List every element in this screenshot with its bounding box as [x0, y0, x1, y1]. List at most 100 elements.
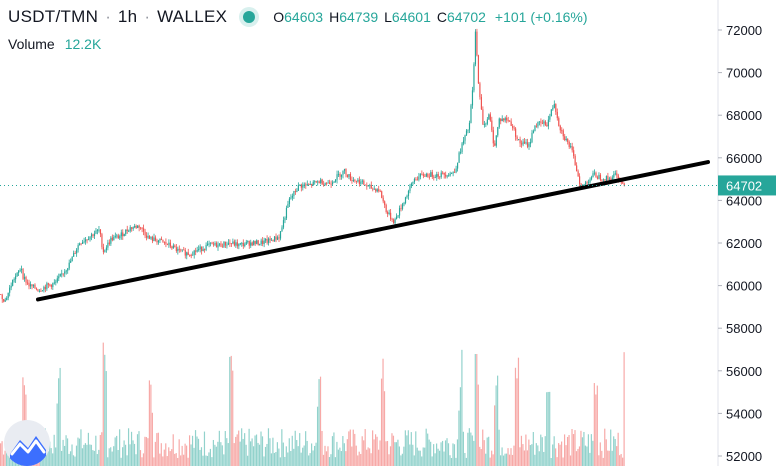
volume-bar [580, 430, 582, 466]
candle-body [613, 174, 615, 178]
candle-body [265, 239, 267, 241]
candle-body [41, 290, 44, 292]
volume-bar [427, 433, 429, 466]
volume-bar [168, 447, 170, 466]
volume-bar [581, 437, 584, 466]
volume-bar [290, 451, 292, 466]
volume-bar [357, 455, 359, 466]
candle-body [393, 219, 395, 224]
volume-bar [599, 442, 601, 466]
candle-body [52, 283, 54, 287]
exchange-label[interactable]: WALLEX [157, 7, 228, 26]
volume-legend[interactable]: Volume 12.2K [8, 36, 101, 52]
volume-bar [611, 450, 613, 466]
candle-body [333, 181, 335, 183]
candle-body [119, 236, 121, 239]
volume-bar [610, 429, 612, 466]
candle-body [202, 249, 204, 251]
candle-body [409, 185, 411, 192]
volume-bar [156, 433, 158, 466]
candle-body [285, 207, 288, 219]
volume-bar [241, 428, 243, 466]
candle-body [345, 168, 347, 175]
volume-bar [489, 457, 491, 466]
volume-bar [169, 451, 171, 466]
open-label: O [273, 9, 285, 25]
candle-body [486, 119, 488, 124]
volume-bar [434, 453, 436, 466]
candle-body [427, 174, 429, 177]
candle-body [257, 240, 259, 245]
candle-body [503, 118, 505, 121]
candle-body [46, 283, 48, 289]
volume-bar [148, 380, 150, 466]
tradingview-logo-icon[interactable] [4, 420, 50, 466]
volume-bar [352, 429, 354, 466]
candle-body [99, 229, 102, 235]
volume-bar [200, 447, 203, 466]
candle-body [260, 240, 262, 244]
volume-bar [406, 435, 408, 466]
volume-bar [386, 440, 389, 466]
candle-body [369, 185, 371, 186]
volume-bar [166, 456, 168, 466]
volume-bar [511, 454, 514, 466]
volume-bar [474, 354, 476, 466]
candle-body [495, 135, 497, 146]
volume-bar [61, 450, 63, 466]
volume-bar [302, 447, 304, 466]
candle-body [31, 284, 33, 287]
volume-bar [418, 450, 420, 466]
candle-body [305, 184, 307, 186]
volume-bar [424, 447, 426, 466]
candle-body [401, 204, 404, 209]
candle-body [86, 239, 88, 241]
volume-bar [433, 444, 435, 466]
volume-bar [233, 443, 235, 466]
volume-bar [528, 439, 530, 466]
candle-body [452, 172, 454, 174]
volume-bar [306, 440, 308, 466]
volume-bar [513, 445, 515, 466]
volume-bar [248, 428, 250, 466]
volume-bar [467, 432, 469, 466]
volume-bar [488, 436, 490, 466]
candle-body [584, 182, 587, 185]
volume-bar [397, 439, 399, 466]
candle-body [331, 182, 334, 185]
interval-label[interactable]: 1h [117, 7, 138, 26]
volume-bar [364, 429, 366, 466]
candle-body [144, 231, 146, 236]
candle-body [501, 118, 503, 122]
volume-bar [116, 435, 118, 466]
candle-body [291, 195, 294, 198]
volume-bar [416, 447, 418, 466]
volume-bar [614, 438, 616, 466]
volume-bar [78, 438, 81, 466]
volume-bar [80, 429, 82, 466]
candle-body [183, 249, 185, 251]
volume-bar [226, 438, 228, 466]
candle-body [169, 242, 171, 247]
volume-bar [589, 452, 591, 466]
candle-body [212, 243, 215, 245]
symbol-name[interactable]: USDT/TMN [8, 7, 99, 26]
volume-bar [162, 456, 164, 466]
volume-bar [413, 455, 415, 466]
candle-body [512, 125, 514, 128]
volume-bar [278, 448, 280, 466]
volume-bar [181, 445, 183, 466]
candle-body [454, 172, 456, 173]
volume-bar [516, 378, 518, 466]
candle-body [84, 239, 87, 242]
y-tick-label: 64000 [726, 193, 762, 208]
candle-body [321, 179, 323, 185]
separator-dot: · [144, 7, 151, 26]
volume-bar [479, 446, 481, 466]
candle-body [622, 181, 624, 184]
candle-body [73, 253, 75, 257]
volume-bar [398, 446, 400, 466]
candle-body [15, 276, 17, 280]
